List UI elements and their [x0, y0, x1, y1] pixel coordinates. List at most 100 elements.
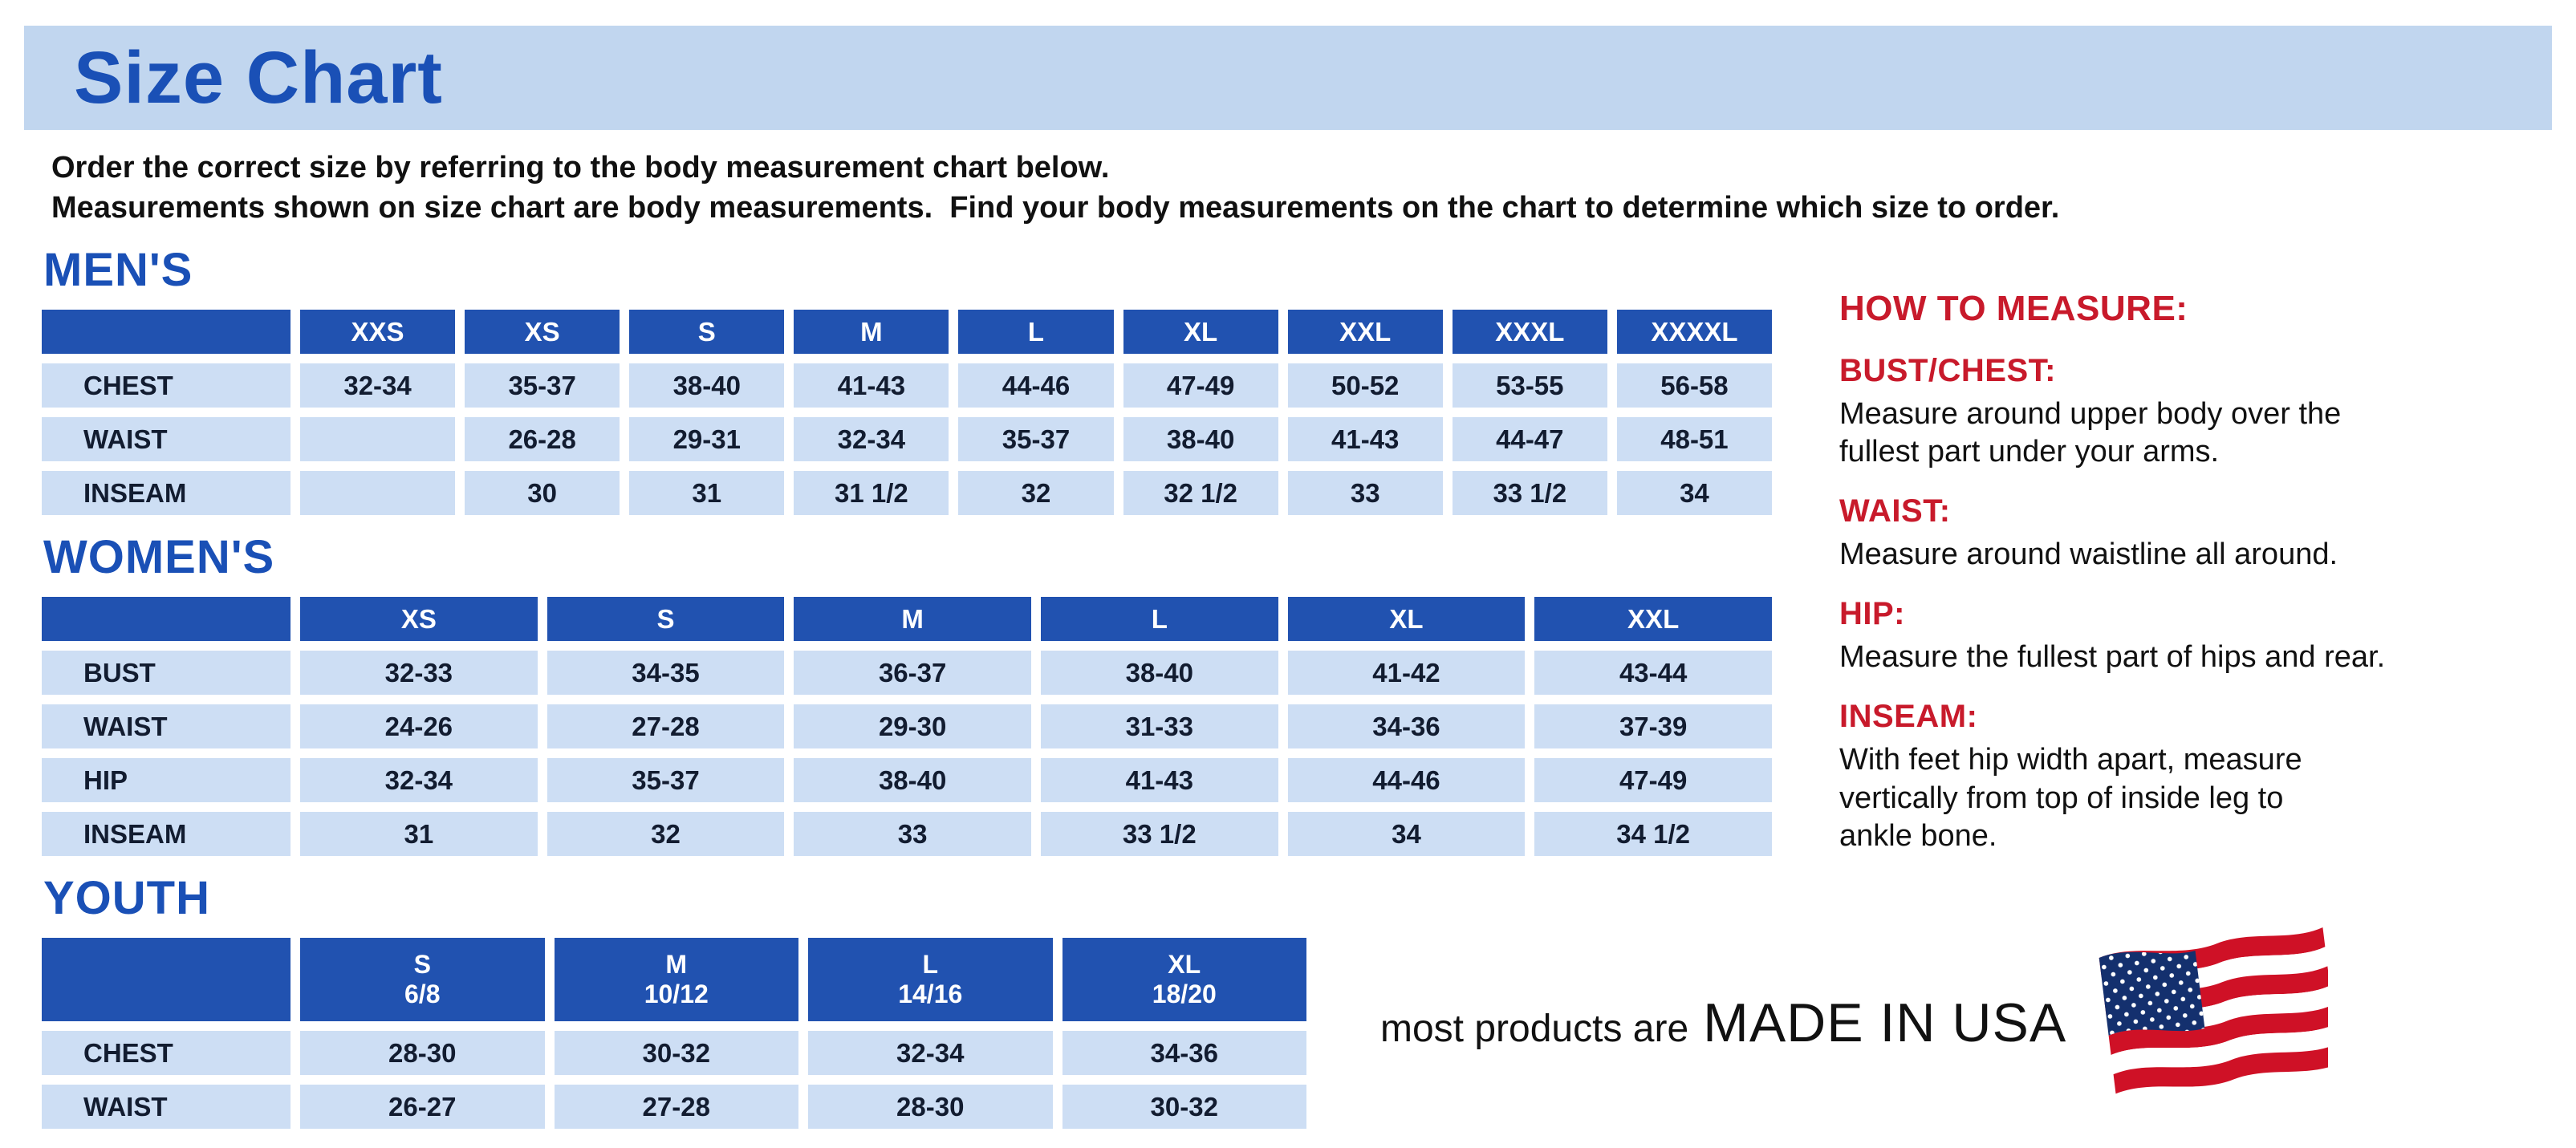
measure-item-heading: HIP:	[1839, 596, 1905, 632]
size-value-cell: 32-33	[300, 651, 538, 695]
measure-item-heading: BUST/CHEST:	[1839, 353, 2056, 388]
size-value-cell: 32 1/2	[1123, 471, 1278, 515]
size-header-cell: M 10/12	[554, 938, 798, 1021]
size-value-cell	[300, 471, 456, 515]
section-heading-youth: YOUTH	[43, 872, 210, 924]
size-header-cell: S	[629, 310, 785, 354]
size-value-cell: 30-32	[554, 1031, 798, 1075]
row-label-cell: CHEST	[42, 1031, 291, 1075]
size-value-cell: 30	[465, 471, 620, 515]
row-label-cell: WAIST	[42, 1085, 291, 1129]
size-value-cell: 33 1/2	[1040, 812, 1278, 856]
table-header-row: XS S M L XL XXL	[42, 597, 1772, 641]
size-value-cell: 38-40	[629, 363, 785, 408]
size-value-cell: 41-42	[1287, 651, 1526, 695]
size-header-cell: XS	[300, 597, 538, 641]
table-row: INSEAM 31 32 33 33 1/2 34 34 1/2	[42, 812, 1772, 856]
measure-item-waist: WAIST: Measure around waistline all aroun…	[1839, 493, 2529, 574]
size-value-cell: 35-37	[958, 417, 1114, 461]
size-value-cell: 34-35	[546, 651, 785, 695]
size-value-cell: 31	[629, 471, 785, 515]
measure-item-text: Measure the fullest part of hips and rea…	[1839, 640, 2386, 675]
table-row: CHEST 32-34 35-37 38-40 41-43 44-46 47-49 50-52…	[42, 363, 1772, 408]
size-header-cell: XXXXL	[1616, 310, 1772, 354]
intro-line-1: Order the correct size by referring to t…	[51, 151, 1110, 185]
measure-item-inseam: INSEAM: With feet hip width apart, measur…	[1839, 699, 2529, 854]
section-heading-mens: MEN'S	[43, 244, 193, 296]
size-value-cell: 31 1/2	[794, 471, 949, 515]
row-label-cell: INSEAM	[42, 471, 291, 515]
size-value-cell: 35-37	[546, 758, 785, 802]
table-header-row: XXS XS S M L XL XXL XXXL XXXXL	[42, 310, 1772, 354]
size-value-cell: 48-51	[1616, 417, 1772, 461]
size-table-section-youth: YOUTH S 6/8 M 10/12 L 14/16 XL 18/20 CHEST 28-…	[42, 875, 1799, 1138]
size-value-cell: 32	[546, 812, 785, 856]
size-header-cell: XL	[1287, 597, 1526, 641]
corner-cell	[42, 310, 291, 354]
row-label-cell: WAIST	[42, 417, 291, 461]
size-header-cell: S	[546, 597, 785, 641]
size-value-cell: 34-36	[1287, 704, 1526, 748]
measure-item-text: Measure around upper body over the fulle…	[1839, 397, 2342, 469]
size-header-cell: L 14/16	[808, 938, 1053, 1021]
size-value-cell: 56-58	[1616, 363, 1772, 408]
intro-text: Order the correct size by referring to t…	[51, 148, 2059, 228]
size-table-mens: XXS XS S M L XL XXL XXXL XXXXL CHEST 32-34 35-37 38-…	[32, 300, 1782, 525]
made-in-usa-text: most products are MADE IN USA	[1380, 992, 2066, 1054]
size-value-cell: 34 1/2	[1534, 812, 1772, 856]
size-value-cell: 43-44	[1534, 651, 1772, 695]
size-value-cell: 32	[958, 471, 1114, 515]
row-label-cell: BUST	[42, 651, 291, 695]
size-value-cell: 38-40	[1123, 417, 1278, 461]
table-row: HIP 32-34 35-37 38-40 41-43 44-46 47-49	[42, 758, 1772, 802]
table-row: WAIST 26-27 27-28 28-30 30-32	[42, 1085, 1306, 1129]
table-row: INSEAM 30 31 31 1/2 32 32 1/2 33 33 1/2 34	[42, 471, 1772, 515]
corner-cell	[42, 938, 291, 1021]
size-value-cell: 34	[1287, 812, 1526, 856]
size-value-cell: 38-40	[794, 758, 1031, 802]
size-value-cell: 32-34	[808, 1031, 1053, 1075]
row-label-cell: HIP	[42, 758, 291, 802]
size-header-cell: M	[794, 597, 1031, 641]
size-value-cell: 33	[794, 812, 1031, 856]
size-value-cell: 24-26	[300, 704, 538, 748]
size-value-cell: 31	[300, 812, 538, 856]
measure-item-bust-chest: BUST/CHEST: Measure around upper body ove…	[1839, 353, 2529, 471]
table-row: WAIST 26-28 29-31 32-34 35-37 38-40 41-43 44-47…	[42, 417, 1772, 461]
section-heading-womens: WOMEN'S	[43, 531, 275, 583]
size-table-section-womens: WOMEN'S XS S M L XL XXL BUST 32-33 34-35 36-37 38-4…	[42, 534, 1799, 866]
size-header-cell: M	[794, 310, 949, 354]
size-value-cell: 44-46	[958, 363, 1114, 408]
table-head: XXS XS S M L XL XXL XXXL XXXXL	[42, 310, 1772, 354]
us-flag-icon	[2099, 927, 2329, 1097]
table-header-row: S 6/8 M 10/12 L 14/16 XL 18/20	[42, 938, 1306, 1021]
size-value-cell: 35-37	[465, 363, 620, 408]
row-label-cell: INSEAM	[42, 812, 291, 856]
measure-item-text: Measure around waistline all around.	[1839, 537, 2338, 572]
table-head: S 6/8 M 10/12 L 14/16 XL 18/20	[42, 938, 1306, 1021]
size-value-cell: 32-34	[794, 417, 949, 461]
size-value-cell: 38-40	[1040, 651, 1278, 695]
table-row: WAIST 24-26 27-28 29-30 31-33 34-36 37-39	[42, 704, 1772, 748]
measure-item-text: With feet hip width apart, measure verti…	[1839, 743, 2302, 853]
size-value-cell: 34-36	[1062, 1031, 1306, 1075]
measure-item-heading: WAIST:	[1839, 493, 1951, 529]
size-value-cell: 27-28	[546, 704, 785, 748]
size-value-cell: 28-30	[808, 1085, 1053, 1129]
size-value-cell: 44-46	[1287, 758, 1526, 802]
size-value-cell: 29-30	[794, 704, 1031, 748]
size-table-section-mens: MEN'S XXS XS S M L XL XXL XXXL XXXXL CHEST 32-34 35-…	[42, 247, 1799, 525]
size-value-cell: 29-31	[629, 417, 785, 461]
size-value-cell: 50-52	[1287, 363, 1443, 408]
size-value-cell: 26-28	[465, 417, 620, 461]
row-label-cell: WAIST	[42, 704, 291, 748]
table-body: CHEST 28-30 30-32 32-34 34-36 WAIST 26-27 27-28…	[42, 1031, 1306, 1129]
size-value-cell: 33	[1287, 471, 1443, 515]
size-header-cell: XL	[1123, 310, 1278, 354]
size-value-cell: 37-39	[1534, 704, 1772, 748]
table-body: CHEST 32-34 35-37 38-40 41-43 44-46 47-49 50-52…	[42, 363, 1772, 515]
size-value-cell: 31-33	[1040, 704, 1278, 748]
size-value-cell: 27-28	[554, 1085, 798, 1129]
size-value-cell	[300, 417, 456, 461]
measure-item-heading: INSEAM:	[1839, 699, 1978, 735]
